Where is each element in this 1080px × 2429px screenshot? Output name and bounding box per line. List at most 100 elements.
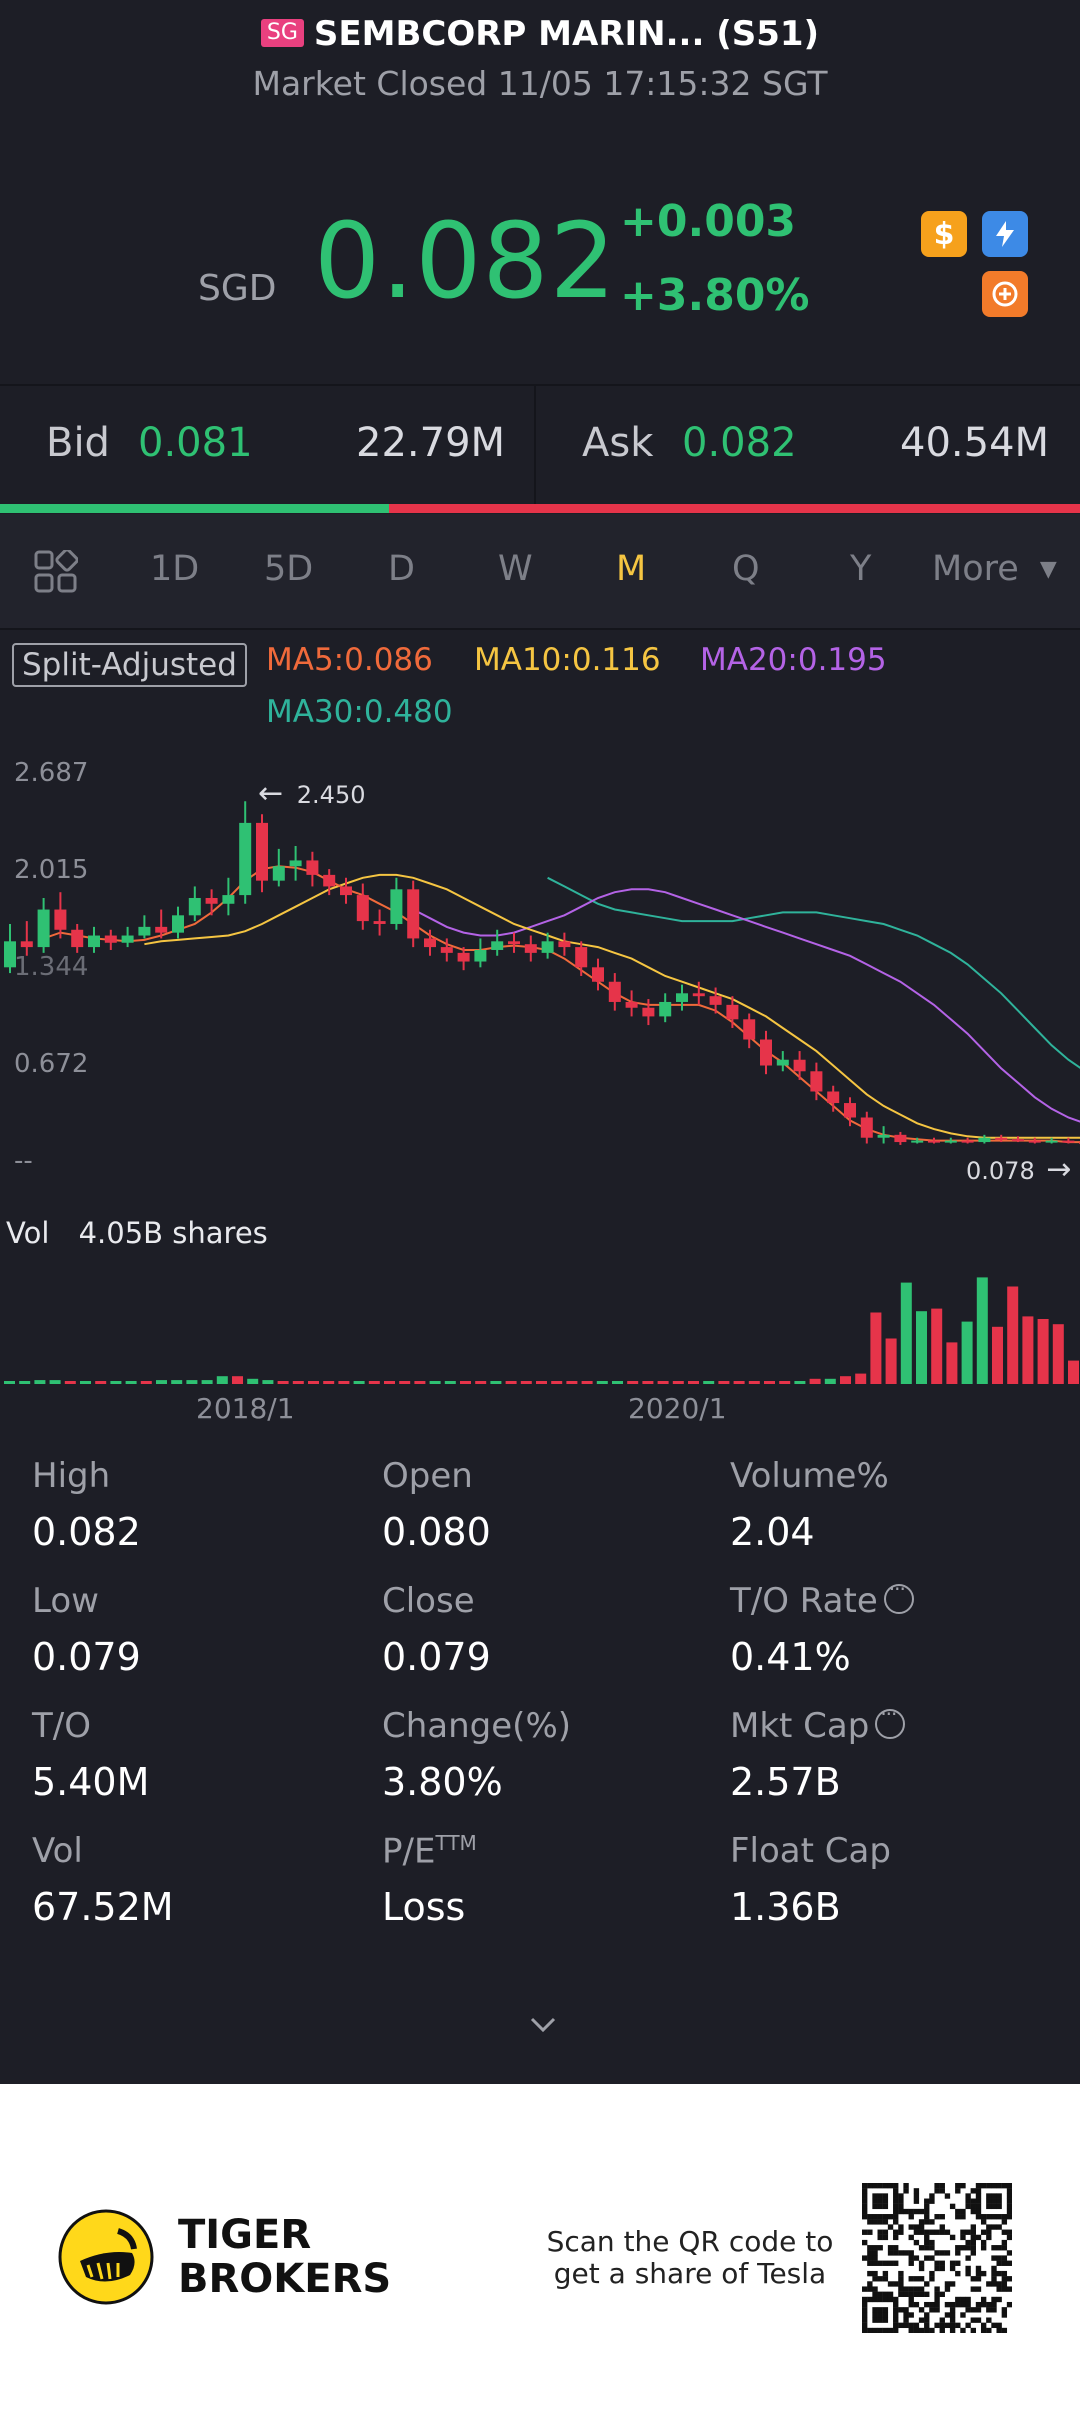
volume-bar xyxy=(247,1378,259,1384)
qr-module xyxy=(1001,2286,1008,2292)
tab-d[interactable]: D xyxy=(388,549,415,589)
volume-bar xyxy=(429,1381,441,1384)
candle-body xyxy=(188,897,201,916)
volume-bar xyxy=(232,1376,243,1384)
qr-module xyxy=(949,2307,956,2313)
stat-value: 0.079 xyxy=(382,1635,491,1679)
qr-module xyxy=(908,2322,914,2329)
qr-module xyxy=(965,2301,971,2308)
volume-chart[interactable] xyxy=(0,1250,1080,1386)
qr-module xyxy=(960,2301,966,2308)
qr-module xyxy=(1001,2219,1008,2225)
split-adjusted-toggle[interactable]: Split-Adjusted xyxy=(12,643,247,687)
qr-module xyxy=(986,2224,992,2230)
candle-body xyxy=(172,915,184,933)
candle-body xyxy=(827,1091,840,1104)
stat-value: Loss xyxy=(382,1885,466,1929)
candle-body xyxy=(155,926,168,933)
tab-5d[interactable]: 5D xyxy=(264,549,314,589)
qr-module xyxy=(929,2219,935,2225)
chevron-down-icon[interactable] xyxy=(528,2010,558,2040)
tab-w[interactable]: W xyxy=(498,549,533,589)
qr-module xyxy=(975,2198,982,2204)
volume-bar xyxy=(961,1321,973,1384)
qr-module xyxy=(877,2198,883,2204)
more-info-icon[interactable] xyxy=(883,1577,914,1614)
qr-module xyxy=(877,2291,883,2297)
qr-module xyxy=(970,2307,976,2313)
qr-module xyxy=(872,2270,878,2277)
volume-bar xyxy=(748,1381,760,1384)
tab-y[interactable]: Y xyxy=(850,549,872,589)
qr-module xyxy=(867,2183,873,2189)
candle-body xyxy=(995,1137,1008,1140)
volume-bar xyxy=(1007,1286,1019,1384)
qr-module xyxy=(893,2296,899,2303)
divider xyxy=(0,628,1080,630)
volume-bar xyxy=(156,1380,167,1384)
stat-label-sup: TTM xyxy=(435,1831,477,1855)
qr-code[interactable] xyxy=(862,2183,1012,2333)
tab-1d[interactable]: 1D xyxy=(150,549,200,589)
qr-module xyxy=(955,2183,961,2189)
lottery-icon[interactable] xyxy=(982,271,1028,317)
qr-module xyxy=(867,2219,873,2225)
last-price: 0.082 xyxy=(314,200,617,322)
qr-module xyxy=(970,2224,976,2230)
tab-q[interactable]: Q xyxy=(732,549,760,589)
volume-bar xyxy=(308,1381,319,1384)
qr-module xyxy=(872,2307,878,2313)
bid-ratio-bar xyxy=(0,504,389,513)
candle-body xyxy=(709,996,722,1005)
qr-module xyxy=(996,2270,1002,2277)
qr-module xyxy=(975,2193,982,2199)
qr-module xyxy=(862,2208,868,2215)
qr-module xyxy=(939,2291,945,2297)
qr-module xyxy=(924,2198,930,2204)
qr-module xyxy=(872,2286,878,2292)
qr-module xyxy=(862,2229,868,2235)
qr-module xyxy=(913,2224,920,2230)
qr-module xyxy=(872,2214,878,2220)
qr-module xyxy=(877,2203,883,2210)
stock-title: SG SEMBCORP MARIN... (S51) xyxy=(0,14,1080,54)
qr-module xyxy=(996,2203,1002,2210)
qr-module xyxy=(934,2260,940,2266)
qr-module xyxy=(996,2260,1002,2266)
tab-more[interactable]: More ▼ xyxy=(932,549,1057,589)
qr-module xyxy=(924,2219,930,2225)
volume-bar xyxy=(414,1381,426,1384)
flash-icon[interactable] xyxy=(982,211,1028,257)
candlestick-chart[interactable] xyxy=(0,740,1080,1190)
qr-module xyxy=(949,2203,956,2210)
qr-module xyxy=(986,2301,992,2308)
candle-body xyxy=(424,938,436,948)
qr-module xyxy=(1001,2327,1008,2333)
qr-module xyxy=(918,2229,925,2235)
tab-m[interactable]: M xyxy=(616,549,647,589)
qr-module xyxy=(1001,2245,1008,2251)
qr-module xyxy=(996,2183,1002,2189)
qr-module xyxy=(877,2296,883,2303)
y-axis-label: 2.687 xyxy=(14,758,89,788)
qr-module xyxy=(908,2224,914,2230)
candle-body xyxy=(928,1140,940,1143)
grid-icon[interactable] xyxy=(34,548,79,594)
qr-module xyxy=(924,2245,930,2251)
volume-bar xyxy=(384,1381,395,1384)
qr-module xyxy=(862,2301,868,2308)
qr-module xyxy=(893,2188,899,2194)
qr-module xyxy=(893,2327,899,2333)
qr-module xyxy=(918,2276,925,2282)
qr-module xyxy=(1001,2239,1008,2246)
stat-label: Change(%) xyxy=(382,1706,572,1746)
dollar-icon[interactable]: $ xyxy=(921,211,967,257)
qr-module xyxy=(929,2193,935,2199)
stat-label: High xyxy=(32,1456,111,1496)
more-info-icon[interactable] xyxy=(875,1702,906,1739)
qr-module xyxy=(924,2322,930,2329)
volume-bar xyxy=(840,1376,851,1384)
qr-module xyxy=(893,2322,899,2329)
qr-module xyxy=(918,2245,925,2251)
qr-module xyxy=(867,2286,873,2292)
